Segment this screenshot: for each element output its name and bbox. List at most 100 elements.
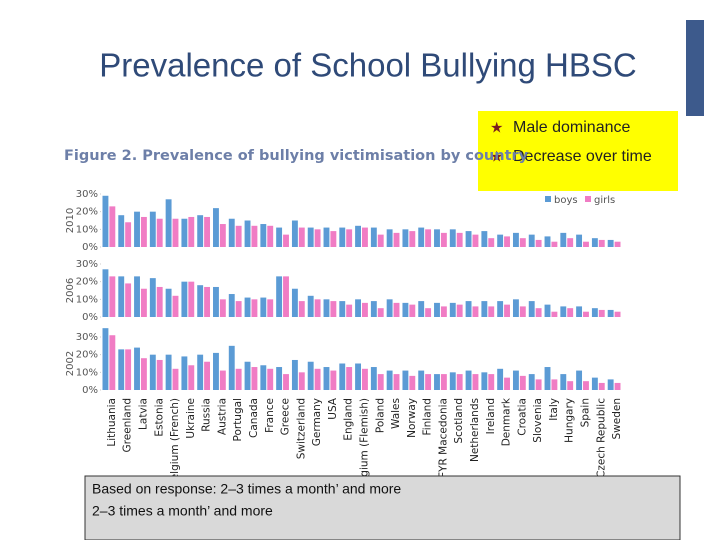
x-tick-label: Hungary bbox=[564, 398, 576, 443]
legend-label: girls bbox=[594, 195, 615, 206]
bar bbox=[283, 276, 289, 317]
bar bbox=[504, 377, 510, 390]
bar bbox=[134, 211, 140, 247]
bar bbox=[614, 382, 621, 390]
bar bbox=[472, 306, 479, 317]
bar bbox=[109, 206, 116, 247]
bar bbox=[377, 234, 384, 247]
bar bbox=[434, 374, 440, 390]
x-tick-label: elgium (French) bbox=[169, 398, 181, 480]
bar bbox=[355, 363, 361, 390]
bar bbox=[519, 238, 526, 247]
bar bbox=[370, 227, 377, 247]
x-tick-label: Ireland bbox=[485, 398, 497, 434]
bar bbox=[298, 372, 305, 390]
bar bbox=[291, 359, 298, 390]
bar bbox=[576, 306, 583, 317]
bar bbox=[362, 302, 368, 317]
bar bbox=[377, 308, 384, 317]
bar bbox=[140, 288, 147, 317]
bar bbox=[576, 370, 583, 390]
bar bbox=[125, 222, 132, 247]
bar bbox=[181, 218, 188, 247]
x-tick-label: Finland bbox=[422, 398, 434, 436]
bar bbox=[330, 301, 337, 317]
y-tick-label: 0% bbox=[82, 242, 98, 253]
bar bbox=[425, 229, 432, 247]
bar bbox=[377, 374, 384, 390]
bar bbox=[528, 234, 535, 247]
bar bbox=[204, 361, 211, 390]
x-tick-label: Russia bbox=[201, 398, 213, 432]
bar bbox=[583, 381, 589, 390]
bullet-star: ★ bbox=[490, 119, 503, 137]
bar bbox=[418, 227, 425, 247]
bar bbox=[551, 241, 558, 247]
bar bbox=[298, 227, 305, 247]
bar bbox=[260, 365, 267, 390]
bar bbox=[251, 299, 258, 317]
bar bbox=[362, 227, 368, 247]
bar bbox=[307, 227, 314, 247]
y-tick-label: 10% bbox=[76, 224, 98, 235]
bar bbox=[134, 347, 140, 390]
bar bbox=[125, 349, 132, 390]
bar bbox=[118, 276, 125, 317]
bar bbox=[251, 225, 258, 247]
y-tick-label: 20% bbox=[76, 207, 98, 218]
bullet: Decrease over time bbox=[513, 148, 652, 165]
bar bbox=[583, 241, 589, 247]
bar bbox=[330, 231, 337, 247]
bar bbox=[362, 368, 368, 390]
y-tick-label: 30% bbox=[76, 259, 98, 270]
bar bbox=[567, 381, 574, 390]
bar bbox=[607, 379, 614, 390]
bar bbox=[497, 234, 504, 247]
bar bbox=[519, 306, 526, 317]
bar bbox=[386, 229, 393, 247]
bar bbox=[149, 278, 156, 317]
bar bbox=[567, 238, 574, 247]
x-tick-label: Estonia bbox=[153, 398, 165, 437]
bar bbox=[118, 349, 125, 390]
bar bbox=[402, 302, 409, 317]
note-box bbox=[84, 475, 681, 540]
x-tick-label: Poland bbox=[374, 398, 386, 433]
y-tick-label: 0% bbox=[82, 385, 98, 396]
x-tick-label: Wales bbox=[390, 398, 402, 429]
bar bbox=[156, 218, 163, 247]
bar bbox=[393, 374, 400, 390]
panel-label: 2006 bbox=[65, 278, 76, 303]
bar bbox=[291, 220, 298, 247]
bar bbox=[598, 382, 605, 390]
bar bbox=[346, 229, 353, 247]
bar bbox=[598, 309, 605, 317]
bar bbox=[528, 374, 535, 390]
bar bbox=[235, 301, 242, 317]
bar bbox=[276, 367, 283, 390]
bar bbox=[425, 308, 432, 317]
bar bbox=[260, 224, 267, 247]
bar bbox=[339, 227, 346, 247]
bar bbox=[488, 374, 495, 390]
x-tick-label: Ukraine bbox=[185, 398, 197, 439]
bar bbox=[172, 368, 179, 390]
bar bbox=[346, 304, 353, 317]
bar bbox=[567, 308, 574, 317]
bar bbox=[551, 379, 558, 390]
x-tick-label: Lithuania bbox=[106, 398, 118, 447]
note-line: Based on response: 2–3 times a month’ an… bbox=[92, 481, 401, 497]
bar bbox=[339, 301, 346, 317]
y-tick-label: 10% bbox=[76, 367, 98, 378]
bar bbox=[434, 229, 440, 247]
x-tick-label: Croatia bbox=[516, 398, 528, 436]
bar bbox=[213, 208, 219, 247]
legend-label: boys bbox=[554, 195, 578, 206]
bar bbox=[314, 368, 321, 390]
bar bbox=[560, 232, 567, 247]
bar bbox=[434, 302, 440, 317]
bar bbox=[314, 229, 321, 247]
bar bbox=[370, 367, 377, 390]
bar bbox=[314, 299, 321, 317]
x-tick-label: Germany bbox=[311, 398, 323, 446]
